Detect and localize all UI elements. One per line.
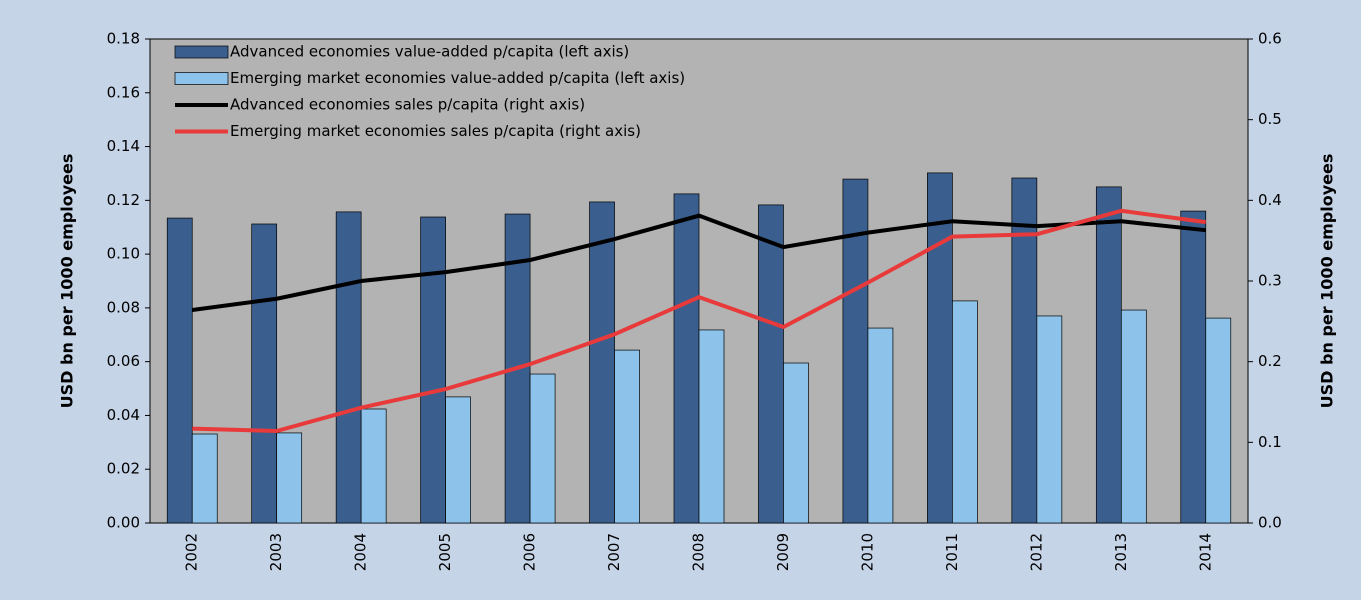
bar: [1205, 317, 1232, 524]
bar: [191, 433, 218, 524]
y2-axis-title: USD bn per 1000 employees: [1318, 154, 1337, 409]
bar: [445, 396, 471, 524]
legend-swatch: [174, 45, 229, 59]
bar: [758, 204, 784, 524]
bar: [842, 178, 869, 524]
bar: [251, 223, 278, 524]
x-tick-label: 2004: [352, 533, 370, 571]
legend-label: Advanced economies value-added p/capita …: [230, 43, 629, 61]
bar: [783, 362, 809, 524]
bar: [335, 211, 362, 524]
x-tick-label: 2010: [858, 533, 876, 571]
bar: [952, 300, 978, 524]
x-tick-label: 2014: [1196, 533, 1214, 571]
y-tick-label: 0.12: [107, 191, 140, 209]
bar: [698, 329, 725, 524]
bar: [1095, 186, 1122, 524]
bar: [927, 172, 953, 524]
bar: [276, 432, 303, 524]
x-tick-label: 2006: [521, 533, 539, 571]
bar: [867, 327, 894, 524]
x-tick-label: 2009: [774, 533, 792, 571]
line-series: [191, 213, 1206, 313]
bar: [614, 349, 640, 524]
legend-label: Emerging market economies value-added p/…: [230, 69, 685, 87]
x-tick-label: 2005: [436, 533, 454, 571]
x-tick-label: 2007: [605, 533, 623, 571]
x-tick-label: 2003: [267, 533, 285, 571]
bar: [589, 201, 615, 524]
y-tick-label: 0.10: [107, 245, 140, 263]
y2-tick-label: 0.4: [1258, 191, 1282, 209]
legend-label: Advanced economies sales p/capita (right…: [230, 96, 585, 114]
legend-label: Emerging market economies sales p/capita…: [230, 122, 641, 140]
bar: [420, 216, 446, 524]
y-axis-title: USD bn per 1000 employees: [58, 154, 77, 409]
x-tick-label: 2013: [1112, 533, 1130, 571]
y-tick-label: 0.16: [107, 83, 140, 101]
legend-swatch: [174, 72, 229, 85]
x-tick-label: 2002: [183, 533, 201, 571]
line-series: [192, 208, 1207, 434]
y2-tick-label: 0.1: [1258, 433, 1282, 451]
bar: [1120, 309, 1147, 524]
y2-tick-label: 0.3: [1258, 272, 1282, 290]
y-tick-label: 0.00: [107, 514, 140, 532]
y-tick-label: 0.08: [107, 298, 140, 316]
y-tick-label: 0.18: [107, 30, 140, 48]
y-tick-label: 0.14: [107, 137, 140, 155]
x-tick-label: 2008: [690, 533, 708, 571]
bar: [1011, 177, 1038, 524]
bar: [1180, 210, 1207, 524]
bar: [673, 193, 700, 524]
y2-tick-label: 0.0: [1258, 514, 1282, 532]
y-tick-label: 0.02: [107, 460, 140, 478]
y2-tick-label: 0.2: [1258, 352, 1282, 370]
bar: [166, 217, 193, 524]
x-tick-label: 2011: [943, 533, 961, 571]
x-tick-label: 2012: [1027, 533, 1045, 571]
bar: [360, 408, 387, 524]
bar: [529, 373, 556, 524]
bar: [1036, 315, 1063, 524]
y2-tick-label: 0.6: [1258, 30, 1282, 48]
y-tick-label: 0.06: [107, 352, 140, 370]
y2-tick-label: 0.5: [1258, 110, 1282, 128]
y-tick-label: 0.04: [107, 406, 140, 424]
